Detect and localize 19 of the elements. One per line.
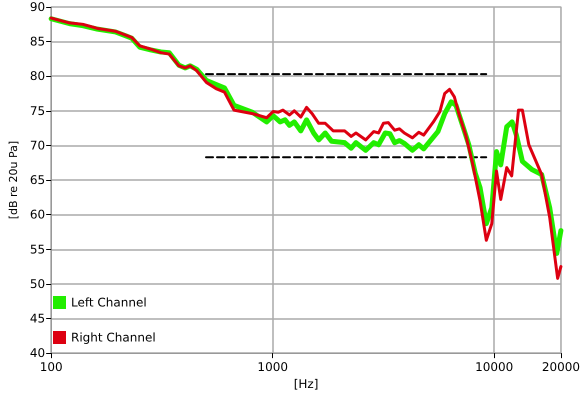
legend-label: Left Channel <box>71 296 147 310</box>
x-tick-label: 10000 <box>475 360 514 374</box>
y-tick-label: 50 <box>30 276 46 291</box>
y-tick-label: 60 <box>30 208 46 222</box>
x-axis-title: [Hz] <box>294 377 318 391</box>
y-tick-label: 75 <box>30 104 46 118</box>
y-tick-label: 65 <box>30 173 46 188</box>
y-axis-title: [dB re 20u Pa] <box>7 140 20 220</box>
y-tick-label: 70 <box>30 138 46 152</box>
y-tick-label: 55 <box>30 242 46 256</box>
x-tick-label: 100 <box>40 360 63 374</box>
legend-label: Right Channel <box>71 330 156 344</box>
y-tick-label: 80 <box>30 69 46 84</box>
y-tick-label: 45 <box>30 311 46 326</box>
x-tick-label: 1000 <box>257 360 288 374</box>
y-tick-label: 40 <box>30 346 46 360</box>
y-tick-label: 90 <box>30 0 46 14</box>
x-tick-label: 20000 <box>542 360 580 374</box>
y-tick-label: 85 <box>30 34 46 49</box>
